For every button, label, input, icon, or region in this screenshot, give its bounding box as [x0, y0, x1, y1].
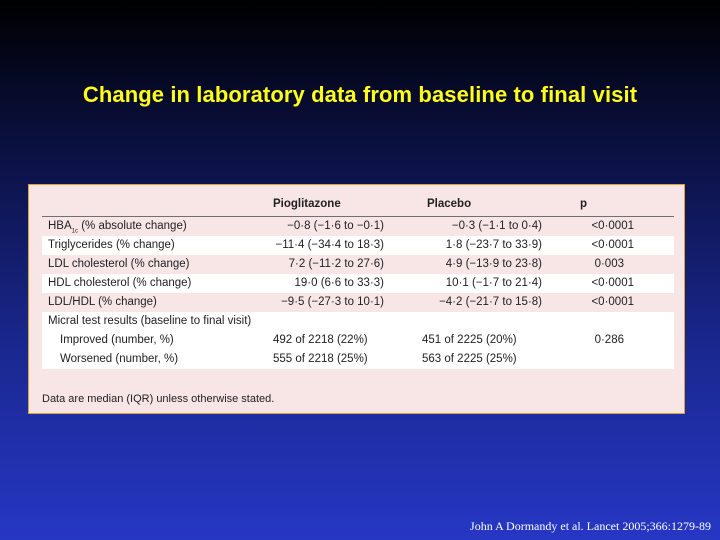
cell-placebo: 10·1 (−1·7 to 21·4)	[445, 277, 542, 289]
header-pioglitazone: Pioglitazone	[273, 198, 341, 210]
cell-p: <0·0001	[591, 277, 634, 289]
table-row-hba1c: HBA1c (% absolute change) −0·8 (−1·6 to …	[42, 217, 674, 236]
row-label: Triglycerides (% change)	[48, 239, 175, 251]
cell-pioglitazone: −9·5 (−27·3 to 10·1)	[281, 296, 384, 308]
row-label: Worsened (number, %)	[60, 353, 179, 365]
cell-placebo: 4·9 (−13·9 to 23·8)	[445, 258, 542, 270]
row-label-subscript: 1c	[71, 228, 78, 235]
row-label: HDL cholesterol (% change)	[48, 277, 192, 289]
cell-placebo: 451 of 2225 (20%)	[422, 334, 517, 346]
lab-data-table: Pioglitazone Placebo p HBA1c (% absolute…	[28, 184, 685, 414]
row-label: Micral test results (baseline to final v…	[48, 315, 252, 327]
header-placebo: Placebo	[427, 198, 472, 210]
cell-pioglitazone: 7·2 (−11·2 to 27·6)	[288, 258, 384, 270]
table-row-triglycerides: Triglycerides (% change) −11·4 (−34·4 to…	[42, 236, 674, 255]
table-row-hdl: HDL cholesterol (% change) 19·0 (6·6 to …	[42, 274, 674, 293]
table-body: Pioglitazone Placebo p HBA1c (% absolute…	[42, 194, 674, 369]
row-label-rest: (% absolute change)	[78, 220, 187, 232]
table-row-micral-heading: Micral test results (baseline to final v…	[42, 312, 674, 331]
header-p: p	[580, 198, 588, 210]
cell-pioglitazone: −11·4 (−34·4 to 18·3)	[275, 239, 384, 251]
cell-p: <0·0001	[591, 296, 634, 308]
cell-placebo: 563 of 2225 (25%)	[422, 353, 517, 365]
cell-p: 0·003	[594, 258, 624, 270]
row-label: HBA1c (% absolute change)	[48, 220, 187, 234]
cell-pioglitazone: 555 of 2218 (25%)	[273, 353, 368, 365]
table-header-row: Pioglitazone Placebo p	[42, 194, 674, 217]
row-label: Improved (number, %)	[60, 334, 174, 346]
cell-p: <0·0001	[591, 239, 634, 251]
table-row-improved: Improved (number, %) 492 of 2218 (22%) 4…	[42, 331, 674, 350]
cell-pioglitazone: 492 of 2218 (22%)	[273, 334, 368, 346]
slide-title: Change in laboratory data from baseline …	[82, 82, 638, 107]
cell-placebo: −0·3 (−1·1 to 0·4)	[451, 220, 542, 232]
table-row-ldl: LDL cholesterol (% change) 7·2 (−11·2 to…	[42, 255, 674, 274]
table-row-worsened: Worsened (number, %) 555 of 2218 (25%) 5…	[42, 350, 674, 369]
cell-placebo: 1·8 (−23·7 to 33·9)	[445, 239, 542, 251]
table-row-ldl-hdl: LDL/HDL (% change) −9·5 (−27·3 to 10·1) …	[42, 293, 674, 312]
row-label: LDL/HDL (% change)	[48, 296, 157, 308]
cell-placebo: −4·2 (−21·7 to 15·8)	[439, 296, 542, 308]
row-label: LDL cholesterol (% change)	[48, 258, 190, 270]
cell-p: <0·0001	[591, 220, 634, 232]
cell-p: 0·286	[594, 334, 624, 346]
cell-pioglitazone: 19·0 (6·6 to 33·3)	[294, 277, 385, 289]
cell-pioglitazone: −0·8 (−1·6 to −0·1)	[287, 220, 384, 232]
row-label-main: HBA	[48, 220, 72, 232]
table-footnote: Data are median (IQR) unless otherwise s…	[42, 393, 275, 405]
citation: John A Dormandy et al. Lancet 2005;366:1…	[470, 519, 711, 533]
